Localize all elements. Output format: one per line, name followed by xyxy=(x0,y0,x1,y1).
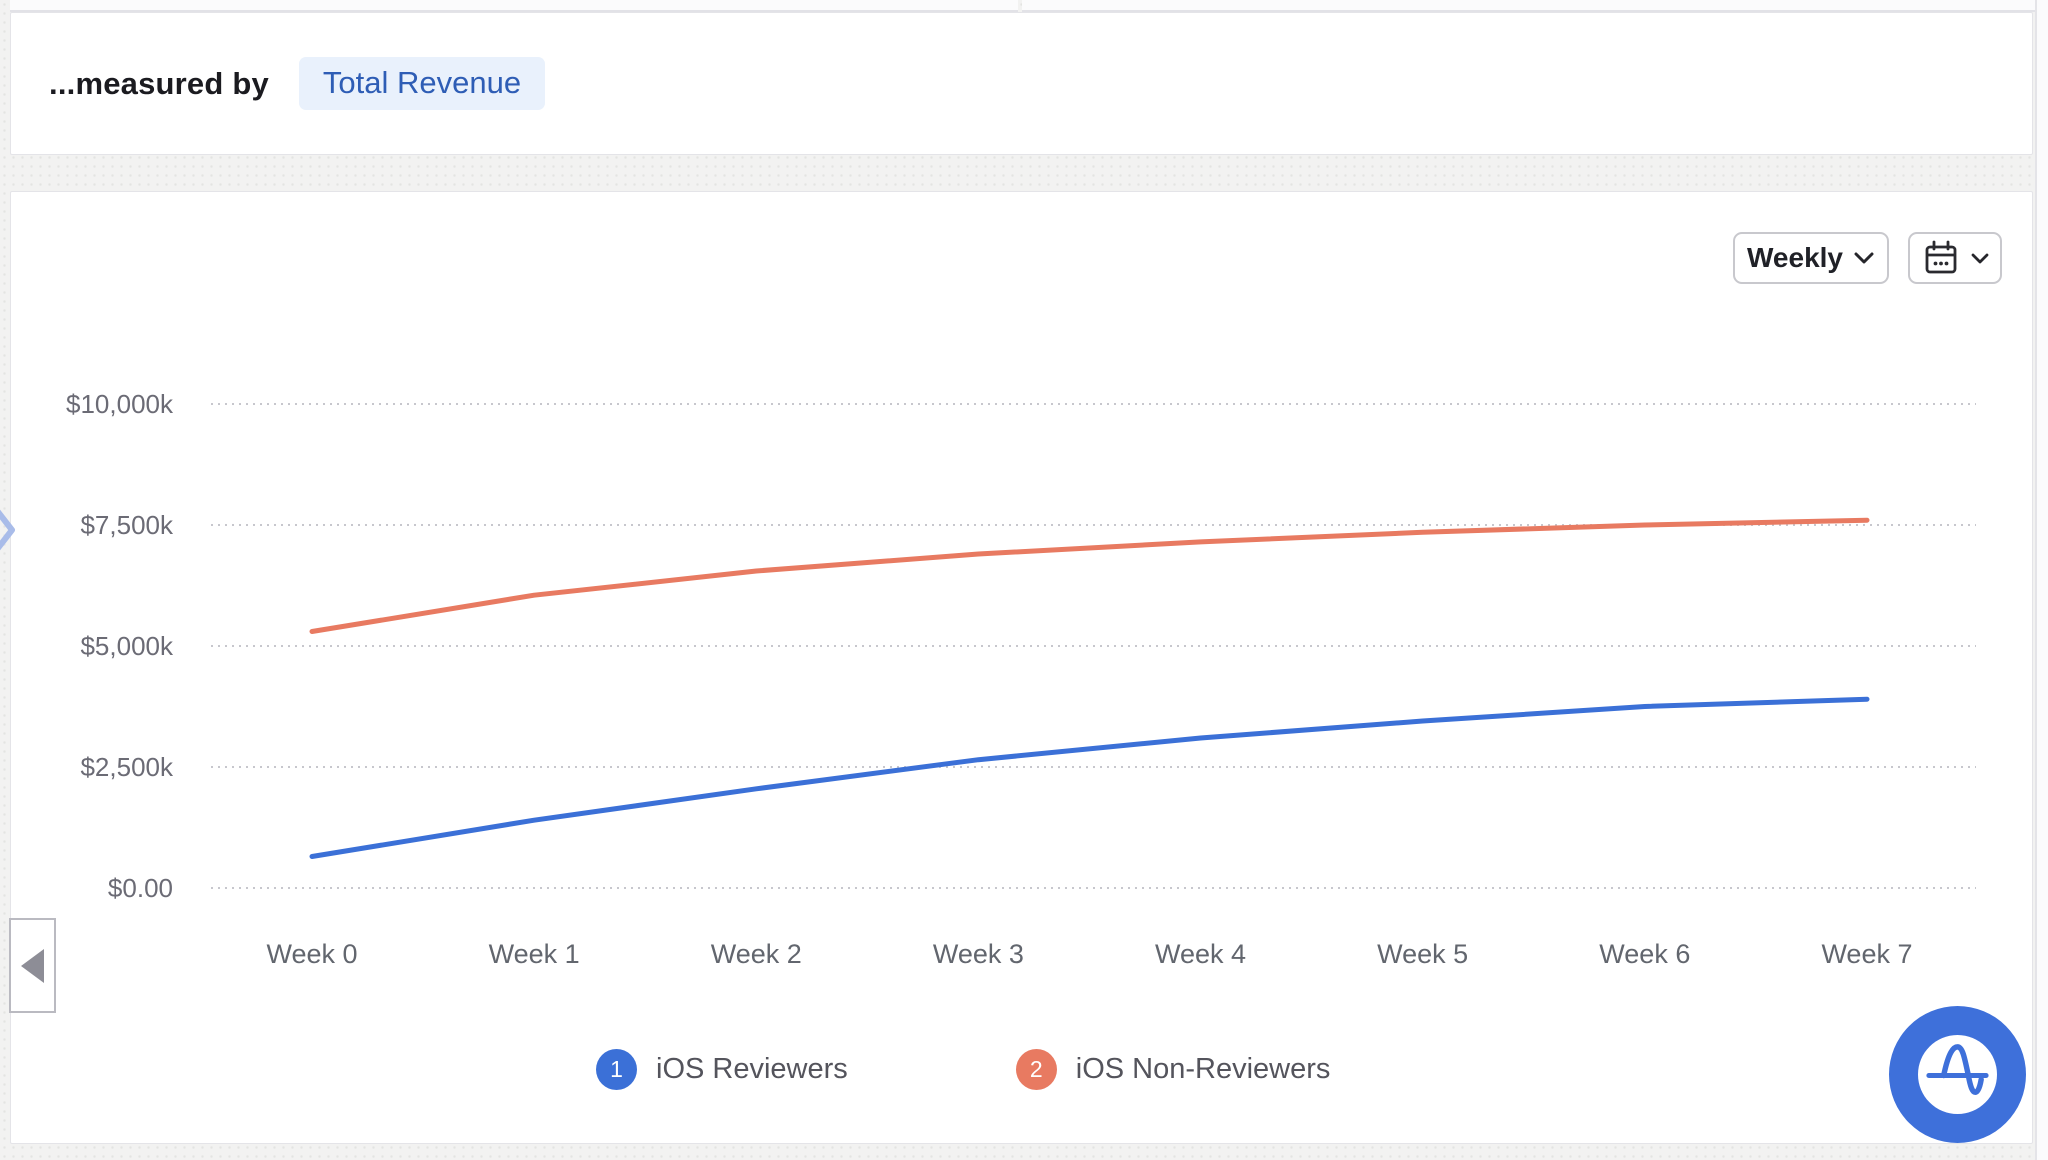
granularity-dropdown[interactable]: Weekly xyxy=(1733,232,1889,284)
legend-item-ios-non-reviewers[interactable]: 2 iOS Non-Reviewers xyxy=(1015,1049,1331,1090)
x-tick-label: Week 6 xyxy=(1599,939,1691,969)
amplitude-a-wave-icon xyxy=(1926,1044,1989,1095)
chevron-right-icon xyxy=(0,509,15,551)
legend-badge-2: 2 xyxy=(1015,1049,1057,1090)
chart-panel: $0.00 $2,500k $5,000k $7,500k $10,000k Week … xyxy=(10,191,2033,1144)
x-tick-label: Week 2 xyxy=(710,939,802,969)
measured-by-label: ...measured by xyxy=(49,65,269,101)
legend-badge-1: 1 xyxy=(596,1049,637,1090)
top-strip-right-panel xyxy=(1022,0,2035,12)
series-line xyxy=(309,517,1870,634)
granularity-dropdown-label: Weekly xyxy=(1747,242,1843,273)
y-tick-label: $10,000k xyxy=(66,389,173,419)
series-line xyxy=(309,696,1870,859)
x-tick-label: Week 7 xyxy=(1821,939,1913,969)
x-tick-label: Week 4 xyxy=(1155,939,1247,969)
date-range-button[interactable] xyxy=(1908,232,2002,284)
legend-label: iOS Reviewers xyxy=(656,1053,848,1085)
measured-by-bar: ...measured by Total Revenue xyxy=(10,12,2033,155)
triangle-left-icon xyxy=(21,948,44,983)
amplitude-logo[interactable] xyxy=(1889,1006,2026,1143)
y-tick-label: $7,500k xyxy=(80,510,173,540)
collapse-sidebar-button[interactable] xyxy=(9,918,56,1013)
x-tick-label: Week 3 xyxy=(932,939,1024,969)
calendar-icon xyxy=(1925,240,1957,274)
chart-legend: 1 iOS Reviewers 2 iOS Non-Reviewers xyxy=(596,1049,1330,1090)
legend-item-ios-reviewers[interactable]: 1 iOS Reviewers xyxy=(596,1049,848,1090)
expand-panel-handle[interactable] xyxy=(0,504,16,556)
metric-pill-total-revenue[interactable]: Total Revenue xyxy=(298,57,546,110)
x-tick-label: Week 0 xyxy=(266,939,358,969)
x-tick-label: Week 1 xyxy=(488,939,580,969)
right-rail xyxy=(2035,0,2048,1160)
y-tick-label: $0.00 xyxy=(107,873,173,903)
amplitude-logo-inner xyxy=(1918,1035,1997,1114)
chevron-down-icon xyxy=(1971,253,1989,263)
chevron-down-icon xyxy=(1854,252,1874,264)
y-tick-label: $5,000k xyxy=(80,631,173,661)
x-tick-label: Week 5 xyxy=(1377,939,1469,969)
line-chart-plot xyxy=(211,403,1976,889)
top-strip-left-panel xyxy=(10,0,1018,12)
legend-label: iOS Non-Reviewers xyxy=(1075,1053,1331,1085)
y-tick-label: $2,500k xyxy=(80,752,173,782)
